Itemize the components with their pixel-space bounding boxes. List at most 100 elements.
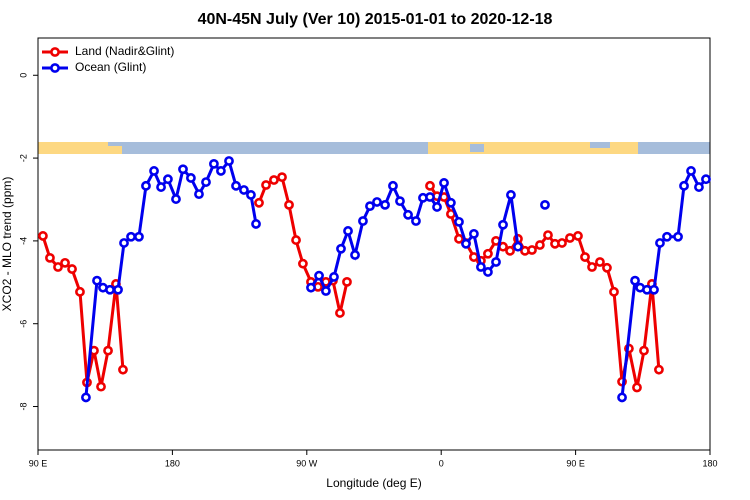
series-line	[428, 184, 661, 388]
data-point	[655, 238, 665, 248]
x-tick-label: 90 E	[566, 458, 585, 468]
x-tick-label: 90 W	[296, 458, 318, 468]
data-point	[380, 199, 390, 210]
data-point	[156, 182, 166, 192]
data-point	[269, 175, 279, 185]
x-tick-label: 90 E	[29, 458, 48, 468]
data-point	[679, 180, 689, 191]
data-point	[365, 201, 375, 212]
y-tick-label: -6	[18, 320, 28, 328]
y-axis-label: XCO2 - MLO trend (ppm)	[0, 177, 14, 312]
data-point	[491, 257, 501, 267]
data-point	[388, 180, 398, 191]
data-point	[336, 243, 346, 254]
data-point	[261, 180, 271, 190]
data-point	[513, 241, 523, 252]
data-point	[454, 216, 464, 227]
series-line	[84, 157, 258, 398]
data-point	[602, 262, 612, 273]
data-point	[639, 345, 649, 356]
data-point	[395, 196, 405, 207]
data-point	[446, 197, 456, 208]
data-point	[141, 180, 151, 191]
data-point	[118, 364, 128, 375]
data-point	[425, 180, 435, 191]
data-point	[178, 164, 188, 175]
data-point	[662, 231, 672, 242]
data-point	[53, 262, 63, 272]
data-point	[557, 238, 567, 248]
data-point	[239, 185, 249, 195]
data-point	[358, 216, 368, 226]
x-tick-label: 180	[165, 458, 180, 468]
y-tick-label: -8	[18, 403, 28, 411]
x-tick-label: 180	[702, 458, 717, 468]
data-point	[194, 189, 204, 200]
data-point	[439, 178, 449, 188]
y-tick-label: 0	[18, 73, 28, 78]
data-point	[209, 158, 219, 169]
data-point	[254, 197, 264, 208]
data-point	[580, 252, 590, 262]
data-point	[350, 250, 360, 260]
data-point	[277, 172, 287, 183]
legend-marker	[50, 63, 60, 73]
data-point	[343, 226, 353, 236]
land-ocean-strip	[38, 142, 710, 154]
data-point	[119, 238, 129, 248]
y-tick-label: -4	[18, 237, 28, 245]
x-axis-label: Longitude (deg E)	[326, 476, 421, 490]
data-point	[483, 248, 493, 259]
data-point	[246, 190, 256, 200]
data-point	[673, 231, 683, 242]
plot-frame	[37, 37, 711, 451]
data-point	[103, 345, 113, 356]
data-point	[60, 257, 70, 268]
data-point	[505, 245, 515, 256]
data-point	[314, 270, 324, 281]
data-point	[454, 233, 464, 244]
data-point	[701, 174, 711, 185]
data-point	[469, 228, 479, 239]
data-point	[329, 272, 339, 282]
data-point	[342, 276, 352, 287]
data-point	[224, 156, 234, 166]
data-point	[134, 231, 144, 242]
data-point	[649, 284, 659, 295]
data-point	[92, 275, 102, 286]
data-point	[372, 197, 382, 207]
data-point	[694, 182, 704, 192]
legend-label: Ocean (Glint)	[75, 60, 146, 74]
data-point	[251, 219, 261, 229]
chart-title: 40N-45N July (Ver 10) 2015-01-01 to 2020…	[198, 11, 553, 28]
data-point	[461, 238, 471, 249]
data-point	[573, 231, 583, 241]
data-point	[105, 284, 115, 295]
data-point	[335, 308, 345, 318]
data-point	[476, 262, 486, 272]
data-point	[587, 262, 597, 272]
data-point	[617, 392, 627, 403]
data-point	[126, 231, 136, 242]
data-point	[201, 177, 211, 187]
data-point	[535, 240, 545, 250]
legend-marker	[50, 47, 60, 57]
legend-label: Land (Nadir&Glint)	[75, 44, 174, 58]
data-point	[67, 264, 77, 274]
data-point	[403, 209, 413, 220]
data-point	[432, 202, 442, 212]
legend: Land (Nadir&Glint) Ocean (Glint)	[42, 44, 174, 74]
data-point	[96, 381, 106, 392]
data-point	[171, 194, 181, 204]
data-point	[632, 382, 642, 393]
data-point	[609, 286, 619, 297]
data-point	[216, 166, 226, 176]
series-line	[41, 235, 125, 387]
data-point	[81, 392, 91, 403]
data-point	[483, 267, 493, 277]
data-point	[321, 286, 331, 296]
data-point	[298, 258, 308, 269]
x-tick-label: 0	[439, 458, 444, 468]
data-point	[630, 275, 640, 286]
